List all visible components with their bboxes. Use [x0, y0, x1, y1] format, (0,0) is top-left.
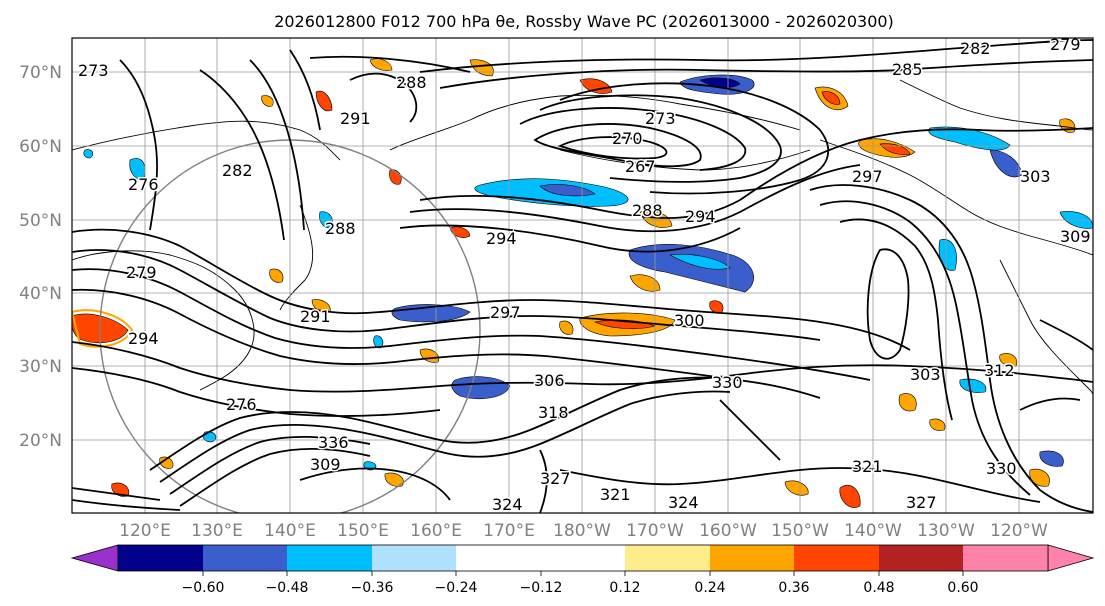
contour-label: 336 [318, 433, 349, 452]
colorbar-tick-label: −0.36 [351, 580, 394, 596]
colorbar: −0.60 −0.48 −0.36 −0.24 −0.12 0.12 0.24 … [70, 544, 1095, 596]
lon-label: 150°W [771, 521, 829, 541]
colorbar-ticks [202, 571, 964, 576]
contour-label: 309 [310, 455, 341, 474]
contour-label: 294 [486, 229, 517, 248]
colorbar-segment [287, 545, 372, 571]
lon-label: 140°E [264, 521, 316, 541]
longitude-labels: 120°E 130°E 140°E 150°E 160°E 170°E 180°… [119, 521, 1048, 541]
contour-label: 288 [325, 219, 356, 238]
lat-label: 60°N [19, 137, 62, 157]
contour-label: 318 [538, 403, 569, 422]
contour-label: 291 [300, 307, 331, 326]
contour-label: 288 [396, 73, 427, 92]
colorbar-segment [118, 545, 203, 571]
colorbar-tick-labels: −0.60 −0.48 −0.36 −0.24 −0.12 0.12 0.24 … [182, 580, 979, 596]
lat-label: 50°N [19, 211, 62, 231]
contour-label: 312 [984, 361, 1015, 380]
colorbar-segment [456, 545, 541, 571]
coastlines [72, 79, 1093, 396]
contour-label: 324 [492, 495, 523, 514]
colorbar-tick-label: −0.48 [266, 580, 309, 596]
colorbar-tick-label: 0.60 [947, 580, 978, 596]
contour-label: 279 [1050, 35, 1081, 54]
colorbar-extend-left [70, 544, 119, 572]
contour-label: 294 [128, 329, 159, 348]
lon-label: 120°W [990, 521, 1048, 541]
contour-label: 288 [632, 201, 663, 220]
contour-label: 285 [892, 60, 923, 79]
contour-label: 267 [625, 157, 656, 176]
contour-label: 294 [685, 207, 716, 226]
contour-label: 321 [600, 485, 631, 504]
lon-label: 130°W [917, 521, 975, 541]
lat-label: 30°N [19, 357, 62, 377]
contour-label: 273 [78, 61, 109, 80]
colorbar-tick-label: −0.24 [435, 580, 478, 596]
colorbar-tick-label: 0.24 [694, 580, 725, 596]
lon-label: 160°W [699, 521, 757, 541]
contour-label: 297 [490, 303, 521, 322]
lon-label: 130°E [191, 521, 243, 541]
map-panel: 282 279 285 288 291 273 270 273 267 276 … [72, 35, 1093, 514]
latitude-labels: 70°N 60°N 50°N 40°N 30°N 20°N [19, 63, 62, 451]
contour-label: 300 [674, 311, 705, 330]
contour-label: 324 [668, 493, 699, 512]
contour-label: 282 [960, 39, 991, 58]
contour-label: 297 [852, 167, 883, 186]
colorbar-segment [625, 545, 710, 571]
contour-label-group: 282 279 285 288 291 273 270 273 267 276 … [77, 35, 1093, 514]
lon-label: 150°E [337, 521, 389, 541]
colorbar-tick-label: −0.60 [182, 580, 225, 596]
colorbar-tick-label: 0.12 [609, 580, 640, 596]
contour-label: 327 [540, 469, 571, 488]
contour-label: 276 [128, 175, 159, 194]
lon-label: 170°E [483, 521, 535, 541]
lon-label: 170°W [626, 521, 684, 541]
lat-label: 40°N [19, 284, 62, 304]
contour-label: 276 [226, 395, 257, 414]
colorbar-segment [710, 545, 794, 571]
lat-label: 70°N [19, 63, 62, 83]
colorbar-segment [541, 545, 625, 571]
contour-label: 303 [1020, 167, 1051, 186]
contour-label: 279 [126, 263, 157, 282]
lat-label: 20°N [19, 431, 62, 451]
contour-label: 273 [645, 109, 676, 128]
contour-label: 330 [712, 373, 743, 392]
colorbar-segment [794, 545, 879, 571]
colorbar-segment [963, 545, 1048, 571]
colorbar-tick-label: 0.48 [863, 580, 894, 596]
colorbar-extend-right [1047, 544, 1095, 572]
contour-label: 306 [534, 371, 565, 390]
contour-label: 321 [852, 457, 883, 476]
contour-label: 303 [910, 365, 941, 384]
contour-label: 327 [906, 493, 937, 512]
lon-label: 120°E [119, 521, 171, 541]
contour-label: 309 [1060, 227, 1091, 246]
lon-label: 160°E [410, 521, 462, 541]
colorbar-segment [879, 545, 963, 571]
contour-label: 282 [222, 161, 253, 180]
colorbar-tick-label: 0.36 [778, 580, 809, 596]
contour-label: 291 [340, 109, 371, 128]
lon-label: 140°W [844, 521, 902, 541]
figure-title: 2026012800 F012 700 hPa θe, Rossby Wave … [274, 12, 894, 31]
colorbar-outline [117, 544, 1049, 572]
colorbar-tick-label: −0.12 [520, 580, 563, 596]
contour-label: 330 [986, 459, 1017, 478]
theta-e-contours [72, 39, 1093, 513]
lon-label: 180°W [553, 521, 611, 541]
colorbar-segment [203, 545, 287, 571]
contour-label: 270 [612, 129, 643, 148]
map-frame [71, 37, 1094, 514]
anomaly-negative-shading [83, 74, 1093, 471]
colorbar-segment [372, 545, 456, 571]
